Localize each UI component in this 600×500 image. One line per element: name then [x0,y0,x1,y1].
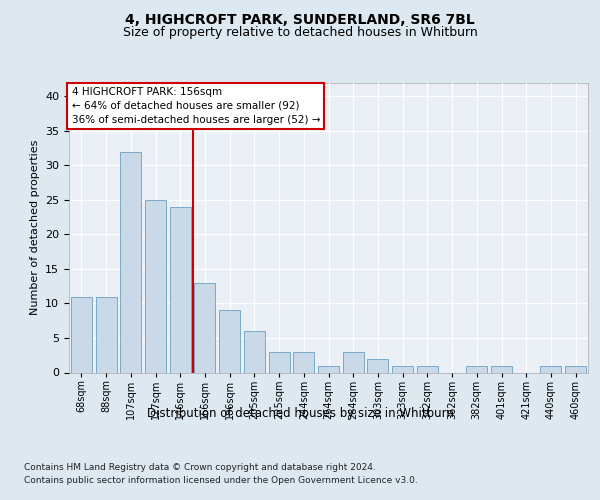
Bar [392,366,413,372]
Bar [466,366,487,372]
Bar [219,310,240,372]
Bar [491,366,512,372]
Text: 4 HIGHCROFT PARK: 156sqm
← 64% of detached houses are smaller (92)
36% of semi-d: 4 HIGHCROFT PARK: 156sqm ← 64% of detach… [71,87,320,125]
Text: 4, HIGHCROFT PARK, SUNDERLAND, SR6 7BL: 4, HIGHCROFT PARK, SUNDERLAND, SR6 7BL [125,12,475,26]
Bar [318,366,339,372]
Text: Contains HM Land Registry data © Crown copyright and database right 2024.: Contains HM Land Registry data © Crown c… [24,462,376,471]
Bar [269,352,290,372]
Bar [120,152,141,372]
Bar [541,366,562,372]
Bar [343,352,364,372]
Bar [194,282,215,372]
Bar [170,207,191,372]
Bar [565,366,586,372]
Text: Distribution of detached houses by size in Whitburn: Distribution of detached houses by size … [146,408,454,420]
Bar [145,200,166,372]
Bar [417,366,438,372]
Bar [367,358,388,372]
Text: Contains public sector information licensed under the Open Government Licence v3: Contains public sector information licen… [24,476,418,485]
Bar [95,296,116,372]
Text: Size of property relative to detached houses in Whitburn: Size of property relative to detached ho… [122,26,478,39]
Y-axis label: Number of detached properties: Number of detached properties [29,140,40,315]
Bar [71,296,92,372]
Bar [244,331,265,372]
Bar [293,352,314,372]
